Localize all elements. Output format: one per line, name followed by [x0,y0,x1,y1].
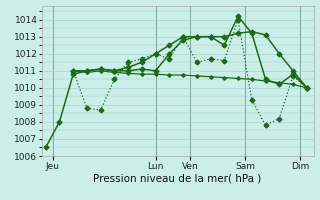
X-axis label: Pression niveau de la mer( hPa ): Pression niveau de la mer( hPa ) [93,173,262,183]
